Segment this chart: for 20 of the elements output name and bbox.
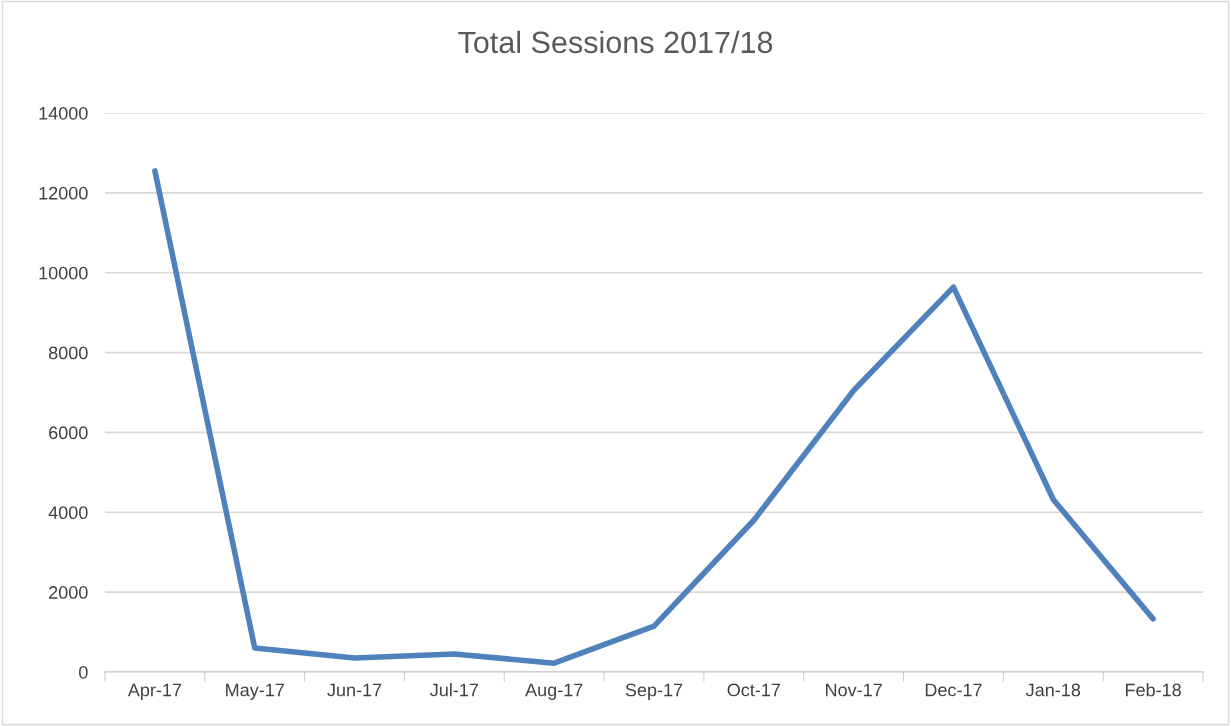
x-tick-label: Oct-17 <box>727 683 781 697</box>
x-tick-label: Sep-17 <box>625 683 683 700</box>
x-tick-label: Aug-17 <box>525 683 583 700</box>
x-tick-label: Apr-17 <box>127 683 182 700</box>
x-tick-label: Jan-18 <box>1025 683 1081 697</box>
y-tick-label: 2000 <box>49 586 88 599</box>
x-tick-label: Jul-17 <box>430 683 479 697</box>
x-tick-label: Feb-18 <box>1125 683 1181 697</box>
y-tick-label: 14000 <box>39 106 88 120</box>
y-tick-label: 4000 <box>48 506 88 520</box>
x-tick-label: Dec-17 <box>925 683 982 697</box>
y-tick-label: 0 <box>79 665 88 679</box>
x-tick-label: May-17 <box>226 683 284 700</box>
y-tick-label: 10000 <box>39 266 88 280</box>
y-tick-label: 8000 <box>48 346 88 360</box>
y-tick-label: 12000 <box>39 186 88 200</box>
x-tick-label: Nov-17 <box>826 683 882 697</box>
x-tick-label: Jun-17 <box>327 683 382 697</box>
chart-title: Total Sessions 2017/18 <box>458 30 773 54</box>
y-tick-label: 6000 <box>49 426 88 440</box>
